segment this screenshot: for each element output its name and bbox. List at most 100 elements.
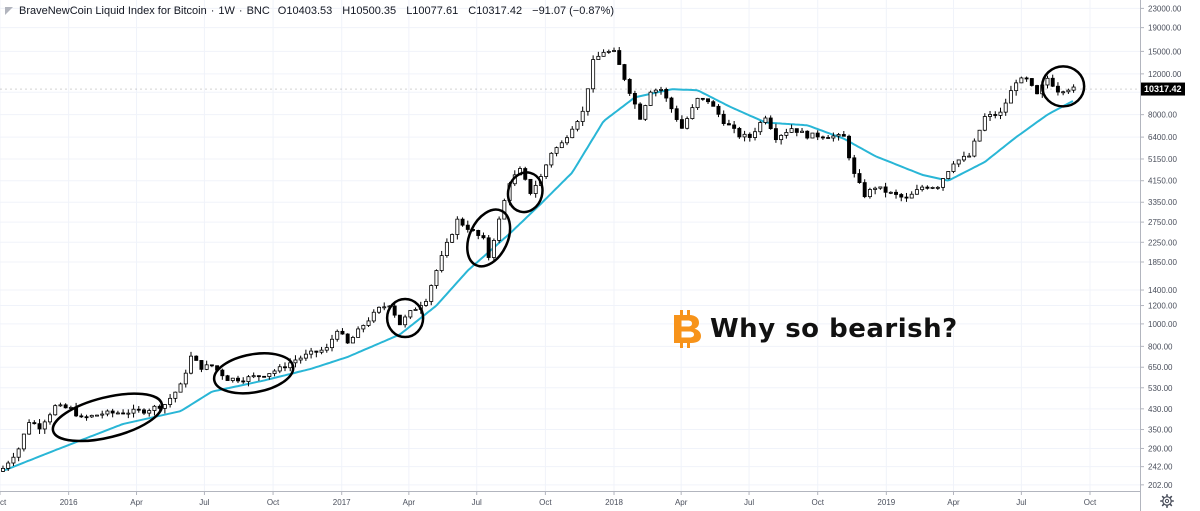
candle[interactable] xyxy=(967,152,972,158)
candle[interactable] xyxy=(220,368,225,380)
candle[interactable] xyxy=(894,189,899,199)
candle[interactable] xyxy=(977,129,982,142)
candle[interactable] xyxy=(575,119,580,132)
candle[interactable] xyxy=(293,355,298,368)
candle[interactable] xyxy=(878,186,883,190)
candle[interactable] xyxy=(737,126,742,139)
candle[interactable] xyxy=(591,55,596,93)
candle[interactable] xyxy=(831,132,836,142)
candle[interactable] xyxy=(434,269,439,289)
candle[interactable] xyxy=(585,88,590,116)
candle[interactable] xyxy=(700,97,705,101)
candle[interactable] xyxy=(972,138,977,158)
candle[interactable] xyxy=(565,135,569,146)
candle[interactable] xyxy=(930,186,935,190)
candle[interactable] xyxy=(925,185,930,190)
candle[interactable] xyxy=(314,350,319,358)
candle[interactable] xyxy=(659,86,663,95)
candle[interactable] xyxy=(162,404,167,414)
candle[interactable] xyxy=(424,298,428,307)
candle[interactable] xyxy=(361,324,366,333)
candle[interactable] xyxy=(481,232,486,240)
candle[interactable] xyxy=(528,178,533,196)
candle[interactable] xyxy=(899,193,904,202)
candle[interactable] xyxy=(742,130,747,142)
candle[interactable] xyxy=(230,377,235,383)
candle[interactable] xyxy=(126,409,131,419)
candle[interactable] xyxy=(392,303,397,318)
candle[interactable] xyxy=(612,47,616,53)
candle[interactable] xyxy=(408,309,413,320)
candle[interactable] xyxy=(11,452,16,467)
candle[interactable] xyxy=(53,404,58,416)
candle[interactable] xyxy=(1055,82,1060,96)
candle[interactable] xyxy=(841,130,846,137)
candle[interactable] xyxy=(356,326,361,338)
candle[interactable] xyxy=(580,106,585,127)
candles-layer[interactable] xyxy=(1,47,1076,472)
candle[interactable] xyxy=(800,127,804,133)
candle[interactable] xyxy=(58,402,63,407)
candle[interactable] xyxy=(993,111,998,119)
candle[interactable] xyxy=(455,216,460,240)
candle[interactable] xyxy=(747,132,752,142)
candle[interactable] xyxy=(544,164,549,180)
candle[interactable] xyxy=(42,419,47,434)
candle[interactable] xyxy=(632,90,637,109)
candle[interactable] xyxy=(283,362,287,372)
candle[interactable] xyxy=(857,169,862,184)
candle[interactable] xyxy=(1045,75,1050,89)
candle[interactable] xyxy=(460,217,465,227)
candle[interactable] xyxy=(298,355,303,364)
candle[interactable] xyxy=(486,235,491,261)
candle[interactable] xyxy=(397,314,402,326)
candle[interactable] xyxy=(309,347,314,359)
candle[interactable] xyxy=(168,394,173,408)
candle[interactable] xyxy=(988,110,993,121)
candle[interactable] xyxy=(716,104,721,118)
candle[interactable] xyxy=(115,410,120,415)
candle[interactable] xyxy=(246,375,251,387)
collapse-icon[interactable] xyxy=(4,6,14,16)
symbol-label[interactable]: BraveNewCoin Liquid Index for Bitcoin · … xyxy=(4,5,270,17)
candle[interactable] xyxy=(131,404,136,418)
candle[interactable] xyxy=(173,391,178,403)
candle[interactable] xyxy=(763,115,768,125)
candle[interactable] xyxy=(554,146,559,157)
candle[interactable] xyxy=(1014,79,1019,96)
candle[interactable] xyxy=(758,120,763,135)
candle[interactable] xyxy=(382,302,387,311)
candle[interactable] xyxy=(847,134,851,161)
candle[interactable] xyxy=(324,343,329,353)
candle[interactable] xyxy=(695,97,700,110)
candle[interactable] xyxy=(502,198,507,220)
candle[interactable] xyxy=(685,116,690,130)
candle[interactable] xyxy=(444,238,449,258)
candle[interactable] xyxy=(330,334,334,352)
candle[interactable] xyxy=(152,404,157,416)
candle[interactable] xyxy=(1,465,5,472)
candle[interactable] xyxy=(142,408,146,415)
candle[interactable] xyxy=(450,233,455,244)
candle[interactable] xyxy=(95,414,99,417)
candle[interactable] xyxy=(998,107,1003,120)
candle[interactable] xyxy=(79,413,84,418)
candle[interactable] xyxy=(1003,98,1008,116)
candle[interactable] xyxy=(810,132,815,139)
candle[interactable] xyxy=(914,184,919,195)
candle[interactable] xyxy=(1008,85,1013,104)
candle[interactable] xyxy=(549,152,554,168)
candle[interactable] xyxy=(956,159,961,168)
candle[interactable] xyxy=(6,460,11,471)
candle[interactable] xyxy=(794,128,799,137)
candle[interactable] xyxy=(319,346,324,355)
candle[interactable] xyxy=(74,402,79,418)
candle[interactable] xyxy=(439,250,444,273)
candle[interactable] xyxy=(403,314,408,328)
candle[interactable] xyxy=(904,192,909,202)
candle[interactable] xyxy=(204,360,209,371)
candle[interactable] xyxy=(726,119,731,126)
candle[interactable] xyxy=(732,121,737,134)
candle[interactable] xyxy=(136,406,141,413)
candle[interactable] xyxy=(617,47,622,65)
